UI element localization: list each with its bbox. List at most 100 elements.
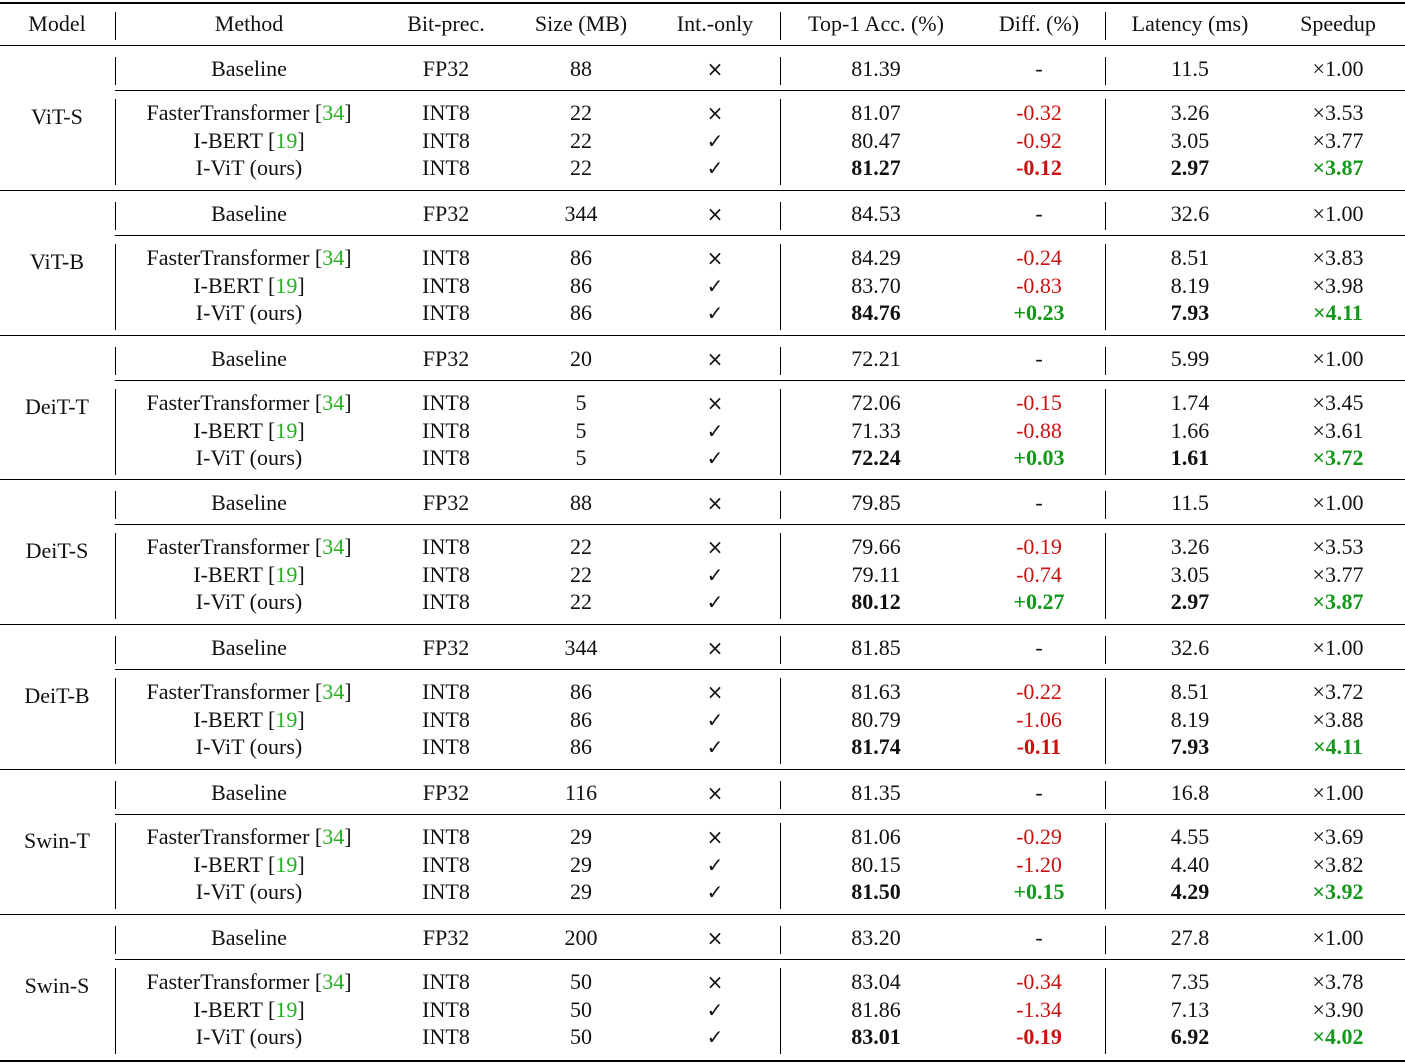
cell-size: 50 (570, 996, 592, 1022)
method-label: FasterTransformer [ (146, 968, 323, 994)
method-label: I-ViT (ours) (195, 444, 303, 470)
cell-diff: +0.27 (1013, 589, 1065, 615)
cell-method: FasterTransformer [34] (146, 968, 352, 994)
cell-top1-acc: 80.12 (851, 589, 901, 615)
baseline-separator (115, 234, 1405, 236)
cell-size: 20 (570, 345, 592, 371)
cell-bit-prec: INT8 (422, 852, 470, 877)
cell-int-only: × (706, 781, 724, 805)
cell-int-only: ✓ (706, 563, 724, 588)
cell-method: I-BERT [19] (193, 852, 305, 877)
cell-size: 22 (570, 589, 592, 615)
cell-method: FasterTransformer [34] (146, 534, 352, 560)
cell-int-only: × (706, 101, 724, 125)
citation-link[interactable]: 19 (275, 417, 298, 443)
cell-latency: 7.93 (1170, 299, 1210, 325)
citation-link[interactable]: 34 (322, 244, 345, 270)
cell-diff: - (1035, 924, 1043, 950)
column-divider (1105, 491, 1106, 520)
method-label: I-ViT (ours) (195, 299, 303, 325)
cell-diff: -0.24 (1016, 244, 1062, 270)
citation-link[interactable]: 34 (322, 534, 345, 560)
cell-speedup: ×3.53 (1312, 534, 1364, 560)
cell-top1-acc: 81.39 (851, 56, 901, 81)
cell-method: I-ViT (ours) (196, 588, 302, 616)
cell-latency: 7.35 (1170, 968, 1210, 994)
column-divider (780, 99, 781, 185)
cell-diff: -0.34 (1016, 968, 1062, 994)
cell-latency: 27.8 (1170, 924, 1210, 950)
cell-int-only: × (706, 245, 724, 270)
citation-link[interactable]: 19 (275, 128, 298, 153)
cell-top1-acc: 80.15 (851, 852, 901, 877)
cell-latency: 3.26 (1170, 534, 1210, 560)
baseline-separator (115, 524, 1405, 526)
citation-link[interactable]: 34 (322, 824, 345, 849)
method-label: FasterTransformer [ (146, 100, 323, 125)
cell-int-only: ✓ (706, 156, 724, 180)
cell-diff: -1.06 (1016, 707, 1062, 733)
method-label: I-ViT (ours) (195, 1023, 303, 1049)
cell-latency: 16.8 (1170, 780, 1210, 805)
method-label: I-ViT (ours) (195, 734, 303, 760)
cell-method: FasterTransformer [34] (146, 679, 352, 705)
cell-speedup: ×1.00 (1312, 490, 1364, 516)
cell-int-only: × (706, 825, 724, 849)
cell-top1-acc: 81.35 (851, 780, 901, 805)
cell-speedup: ×1.00 (1312, 200, 1364, 226)
group-rule (0, 624, 1405, 626)
citation-link[interactable]: 34 (322, 389, 345, 415)
cell-speedup: ×3.98 (1312, 272, 1364, 298)
cell-top1-acc: 81.50 (851, 879, 901, 904)
cell-bit-prec: FP32 (422, 345, 470, 371)
citation-link[interactable]: 34 (322, 968, 345, 994)
model-name: Swin-T (24, 828, 90, 853)
citation-link[interactable]: 34 (322, 100, 345, 125)
cell-bit-prec: INT8 (422, 299, 470, 325)
cell-speedup: ×3.90 (1312, 996, 1364, 1022)
cell-diff: -0.19 (1016, 1023, 1062, 1049)
citation-link[interactable]: 19 (275, 272, 298, 298)
citation-link[interactable]: 19 (275, 562, 298, 588)
cell-size: 86 (570, 679, 592, 705)
bottom-rule (0, 1059, 1405, 1062)
cell-size: 86 (570, 734, 592, 760)
cell-latency: 32.6 (1170, 635, 1210, 661)
baseline-separator (115, 958, 1405, 960)
cell-latency: 1.61 (1170, 444, 1210, 470)
citation-link[interactable]: 19 (275, 996, 298, 1022)
cell-diff: -0.74 (1016, 562, 1062, 588)
cell-bit-prec: INT8 (422, 244, 470, 270)
cell-diff: -0.29 (1016, 824, 1062, 849)
model-name: DeiT-T (25, 393, 89, 419)
group-rule (0, 479, 1405, 481)
cell-size: 5 (575, 444, 587, 470)
cell-int-only: ✓ (706, 418, 724, 443)
cell-size: 86 (570, 244, 592, 270)
cell-top1-acc: 81.63 (851, 679, 901, 705)
citation-link[interactable]: 19 (275, 707, 298, 733)
cell-top1-acc: 80.79 (851, 707, 901, 733)
column-divider (780, 243, 781, 330)
column-divider (1105, 925, 1106, 954)
column-divider (115, 967, 116, 1054)
cell-diff: - (1035, 56, 1043, 81)
cell-size: 29 (570, 852, 592, 877)
cell-size: 86 (570, 707, 592, 733)
column-divider (1105, 201, 1106, 230)
cell-method: I-ViT (ours) (196, 444, 302, 472)
cell-diff: - (1035, 200, 1043, 226)
cell-size: 22 (570, 128, 592, 153)
cell-bit-prec: INT8 (422, 128, 470, 153)
cell-top1-acc: 83.04 (851, 968, 901, 994)
citation-link[interactable]: 34 (322, 679, 345, 705)
cell-method: FasterTransformer [34] (146, 244, 352, 270)
citation-link[interactable]: 19 (275, 852, 298, 877)
header-diff: Diff. (%) (998, 11, 1080, 36)
cell-latency: 11.5 (1171, 490, 1209, 516)
column-divider (1105, 636, 1106, 665)
cell-speedup: ×3.61 (1312, 417, 1364, 443)
column-divider (1105, 12, 1106, 40)
column-divider (1105, 967, 1106, 1054)
group-rule (0, 769, 1405, 770)
